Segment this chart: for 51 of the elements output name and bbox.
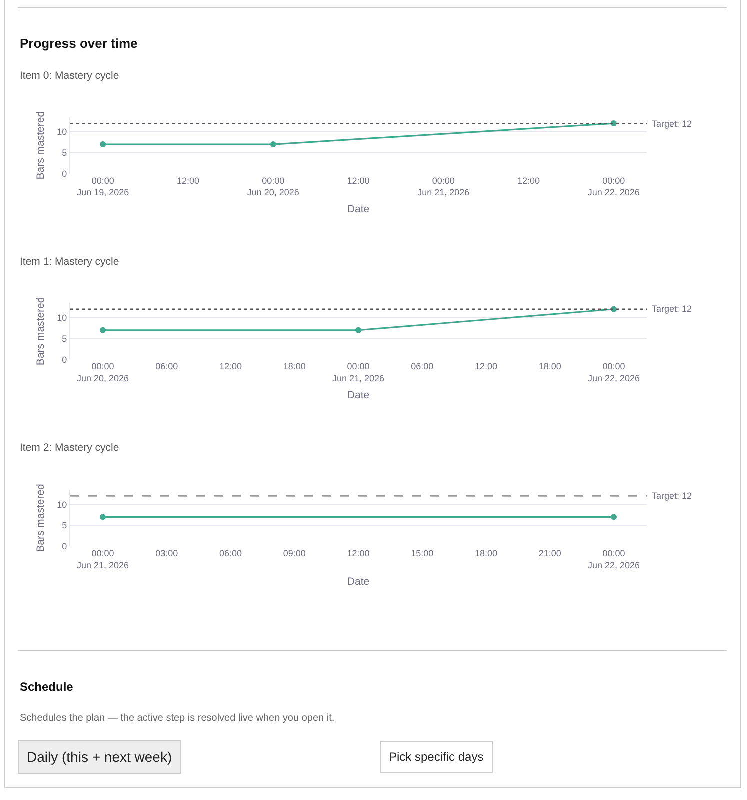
y-axis-title: Bars mastered [35,297,48,366]
x-tick-label: 06:00 [219,548,242,559]
x-tick-label: 12:00 [517,176,540,186]
x-tick-label: 09:00 [283,548,306,559]
text: Pick specific days [389,750,484,764]
x-tick-label: 00:00 Jun 21, 2026 [418,176,470,198]
y-tick-label: 10 [57,127,68,138]
chart-subtitle: Item 0: Mastery cycle [20,70,120,82]
x-tick-label: 06:00 [156,362,178,372]
x-axis-title: Date [347,203,370,216]
x-tick-label: 15:00 [411,548,434,559]
y-tick-label: 5 [62,520,68,531]
y-axis-title: Bars mastered [35,484,48,552]
x-tick-label: 21:00 [538,548,562,559]
x-tick-label: 00:00 Jun 22, 2026 [588,548,640,570]
x-tick-label: 00:00 Jun 19, 2026 [77,176,130,198]
y-tick-label: 5 [62,148,68,158]
x-tick-label: 18:00 [538,362,562,372]
x-tick-label: 00:00 Jun 21, 2026 [76,548,130,570]
text: Schedules the plan — the active step is resolved live when you open it. [20,713,335,724]
y-axis-title: Bars mastered [35,111,48,180]
y-tick-label: 10 [57,312,68,323]
x-tick-label: 03:00 [156,548,178,559]
x-axis-title: Date [347,389,370,402]
x-tick-label: 12:00 [347,548,370,559]
x-tick-label: 06:00 [411,362,434,372]
text: Daily (this + next week) [27,749,172,765]
x-tick-label: 00:00 Jun 21, 2026 [332,362,385,384]
ref-line-label: Target: 12 [652,304,692,314]
y-tick-label: 0 [62,169,68,180]
x-tick-label: 12:00 [176,176,200,186]
x-tick-label: 00:00 Jun 20, 2026 [76,362,130,384]
x-tick-label: 12:00 [347,176,370,186]
x-tick-label: 12:00 [474,362,498,372]
ref-line-label: Target: 12 [652,491,692,501]
x-tick-label: 18:00 [474,548,498,559]
x-axis-title: Date [347,576,370,588]
x-tick-label: 00:00 Jun 20, 2026 [247,176,300,198]
chart-title: Item 2: Mastery cycle [20,442,120,454]
x-tick-label: 12:00 [219,362,242,372]
y-tick-label: 0 [62,542,68,552]
chart-title: Progress over time [20,36,138,51]
x-tick-label: 00:00 Jun 22, 2026 [588,362,640,384]
y-tick-label: 10 [57,500,68,510]
x-tick-label: 18:00 [283,362,306,372]
y-tick-label: 0 [62,354,68,365]
ref-line-label: Target: 12 [652,119,692,129]
chart-title: Item 1: Mastery cycle [20,256,120,268]
text: Schedule [20,680,74,694]
y-tick-label: 5 [62,334,68,344]
x-tick-label: 00:00 Jun 22, 2026 [588,176,640,198]
